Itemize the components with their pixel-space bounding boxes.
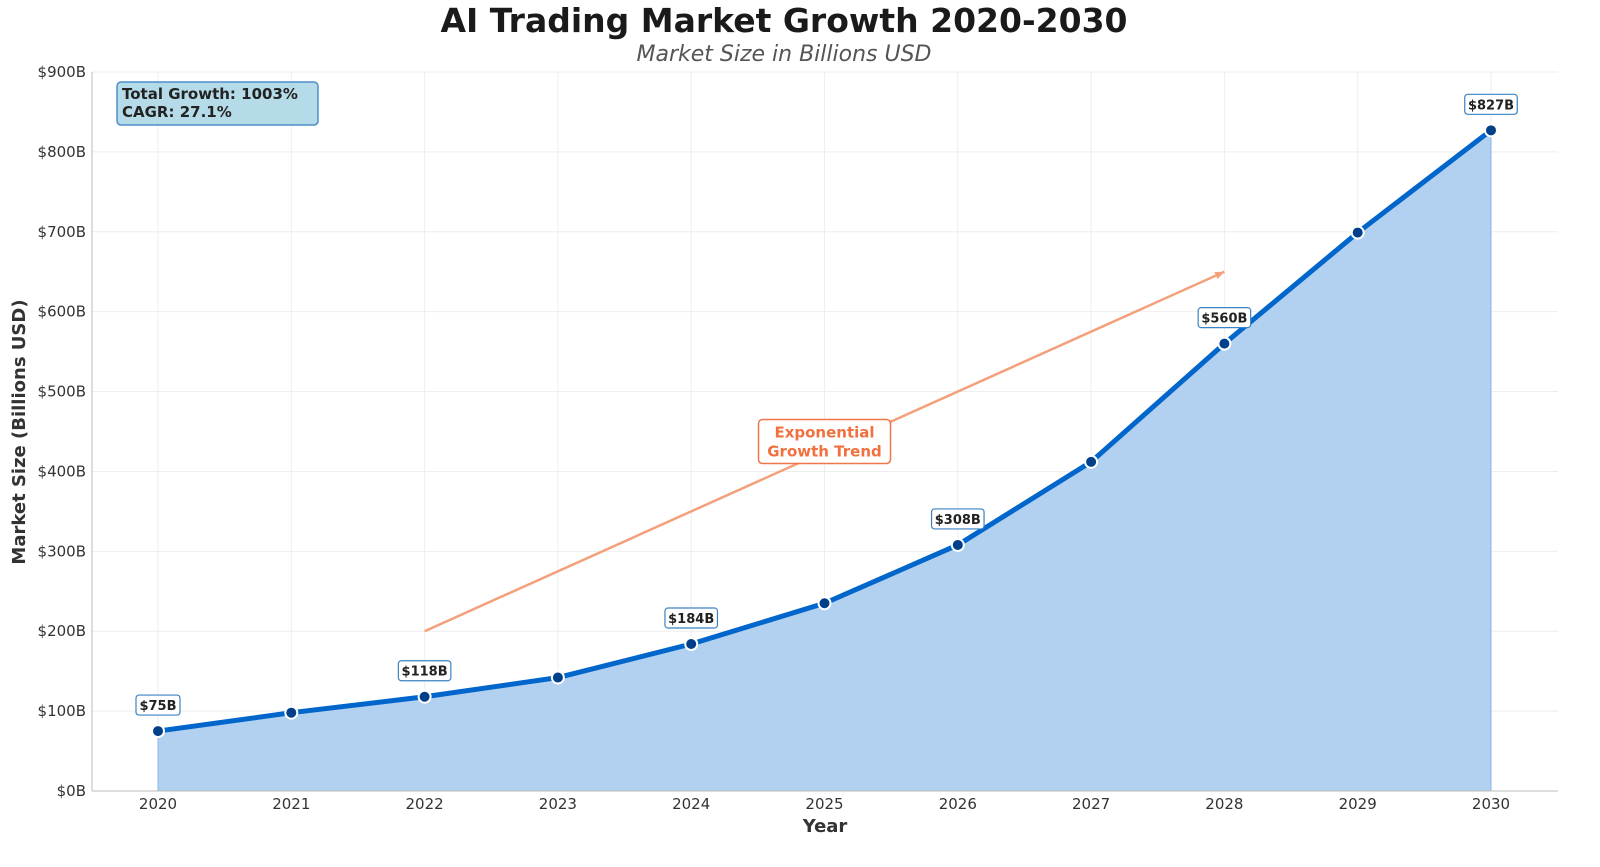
area-layer: $75B $118B $184B $308B $560B $827B — [135, 93, 1518, 792]
y-tick-label: $600B — [38, 303, 86, 321]
x-tick-label: 2025 — [805, 795, 843, 813]
x-axis-label: Year — [802, 816, 848, 837]
y-axis-label: Market Size (Billions USD) — [9, 299, 30, 564]
data-point — [284, 705, 299, 720]
data-point — [817, 596, 832, 611]
data-point — [950, 537, 965, 552]
data-point — [1217, 336, 1232, 351]
data-label-box — [664, 607, 719, 629]
data-label: $560B — [1201, 312, 1247, 327]
data-label: $118B — [402, 665, 448, 680]
y-tick-label: $400B — [38, 462, 86, 480]
data-point — [151, 724, 165, 739]
data-label-box — [135, 694, 181, 716]
data-label: $75B — [139, 699, 176, 714]
axes: $0B $100B $200B $300B $400B $500B $600B $700B $8… — [38, 63, 1558, 813]
y-tick-label: $0B — [57, 782, 86, 800]
stats-cagr: CAGR: 27.1% — [122, 103, 232, 121]
y-tick-label: $700B — [38, 223, 86, 241]
x-tick-label: 2029 — [1339, 795, 1377, 813]
y-tick-label: $200B — [38, 622, 86, 640]
data-label-box — [397, 660, 452, 682]
data-point — [1084, 454, 1099, 469]
chart-subtitle: Market Size in Billions USD — [636, 42, 931, 67]
x-tick-label: 2027 — [1072, 795, 1110, 813]
x-tick-label: 2023 — [539, 795, 577, 813]
annotation-box — [757, 418, 892, 465]
x-tick-label: 2030 — [1472, 795, 1510, 813]
data-point — [1350, 225, 1365, 240]
data-point — [550, 670, 565, 685]
data-label: $184B — [668, 612, 714, 627]
data-label-box — [1197, 307, 1252, 329]
data-label: $308B — [935, 513, 981, 528]
y-tick-label: $900B — [38, 63, 86, 81]
stats-box: Total Growth: 1003% CAGR: 27.1% — [116, 81, 319, 126]
y-tick-label: $500B — [38, 383, 86, 401]
data-label-box — [930, 508, 985, 530]
chart-title: AI Trading Market Growth 2020-2030 — [440, 1, 1127, 40]
x-tick-label: 2026 — [939, 795, 977, 813]
annotation-text-line1: Exponential — [774, 423, 874, 441]
data-point — [417, 689, 432, 704]
x-tick-label: 2028 — [1205, 795, 1243, 813]
y-tick-label: $800B — [38, 143, 86, 161]
data-point — [1484, 123, 1498, 138]
x-tick-label: 2021 — [272, 795, 310, 813]
arrow-head-icon — [1214, 271, 1225, 280]
data-label-box — [1464, 93, 1518, 115]
annotation-text-line2: Growth Trend — [767, 442, 882, 460]
data-label: $827B — [1468, 98, 1514, 113]
y-tick-label: $100B — [38, 702, 86, 720]
stats-total-growth: Total Growth: 1003% — [122, 85, 298, 103]
x-tick-label: 2022 — [406, 795, 444, 813]
x-tick-label: 2020 — [139, 795, 177, 813]
y-tick-label: $300B — [38, 542, 86, 560]
x-tick-label: 2024 — [672, 795, 710, 813]
data-point — [684, 637, 699, 652]
